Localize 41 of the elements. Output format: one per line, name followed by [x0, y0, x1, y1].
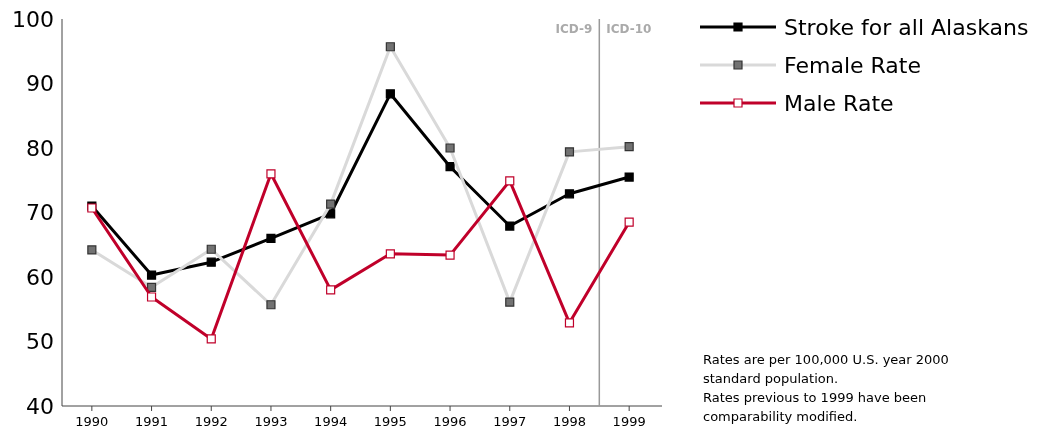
point — [206, 257, 216, 267]
y-tick-label: 90 — [26, 71, 54, 96]
y-tick-label: 100 — [12, 6, 54, 32]
x-tick-label: 1994 — [314, 414, 348, 429]
x-tick-label: 1999 — [612, 414, 646, 429]
point — [505, 176, 515, 186]
x-tick-label: 1990 — [75, 414, 109, 429]
point — [505, 221, 515, 231]
x-tick-label: 1996 — [433, 414, 467, 429]
x-tick-label: 1991 — [135, 414, 169, 429]
point — [385, 249, 395, 259]
point — [624, 172, 634, 182]
x-tick-label: 1997 — [493, 414, 527, 429]
x-tick-label: 1993 — [254, 414, 288, 429]
x-tick-label: 1995 — [373, 414, 407, 429]
x-tick-label: 1998 — [552, 414, 587, 429]
legend-label: Female Rate — [784, 52, 921, 78]
point — [266, 233, 276, 243]
text: Rates previous to 1999 have been comparability modified. — [703, 390, 927, 424]
legend-label: Male Rate — [784, 90, 894, 116]
point — [564, 189, 575, 199]
point — [266, 169, 276, 179]
point — [624, 217, 634, 227]
legend-label: Stroke for all Alaskans — [784, 14, 1029, 40]
point — [146, 270, 157, 280]
text: Rates are per 100,000 U.S. year 2000 standard population. — [703, 352, 949, 386]
annotation: ICD-10 — [606, 22, 652, 36]
point — [146, 292, 157, 302]
point — [445, 162, 455, 172]
y-tick-label: 40 — [26, 393, 54, 419]
annotation: ICD-9 — [555, 22, 593, 36]
x-tick-label: 1992 — [194, 414, 228, 429]
point — [385, 89, 395, 99]
y-tick-label: 70 — [26, 200, 54, 225]
point — [445, 250, 455, 260]
y-tick-label: 80 — [26, 135, 54, 161]
point — [326, 285, 336, 295]
y-tick-label: 60 — [26, 264, 54, 290]
point — [564, 318, 575, 328]
point — [206, 334, 216, 344]
y-tick-label: 50 — [26, 329, 54, 354]
